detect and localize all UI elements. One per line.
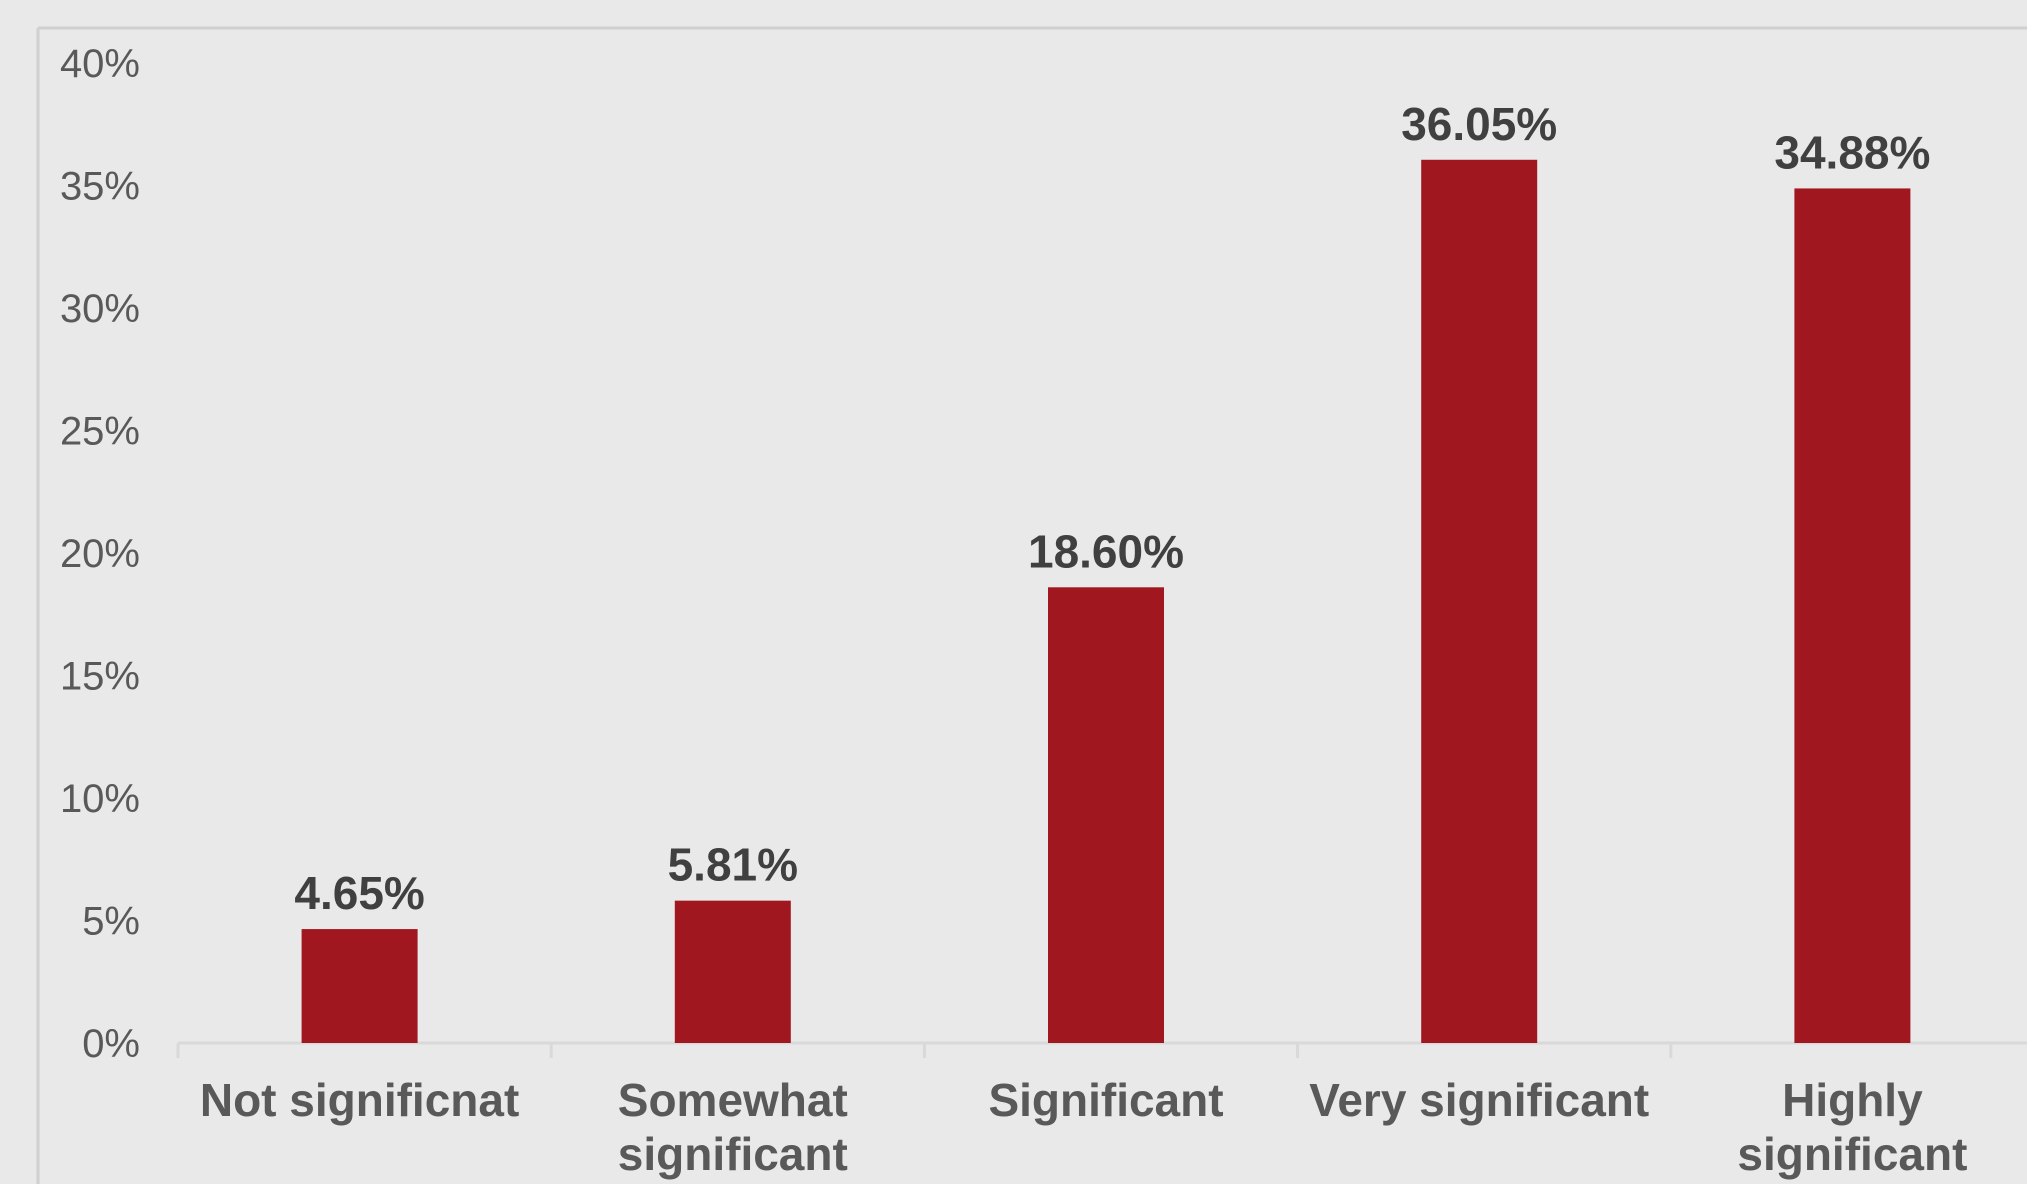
data-label: 4.65% [294,867,424,919]
bar [301,929,418,1043]
chart-frame [36,26,2027,1184]
bar [1794,188,1911,1043]
y-tick-label: 10% [60,777,140,821]
data-label: 34.88% [1774,126,1930,178]
x-axis [176,1041,2027,1058]
y-axis-ticks: 0% 5% 10% 15% 20% 25% 30% 35% 40% [60,42,140,1066]
y-tick-label: 25% [60,410,140,454]
category-label-line: Very significant [1309,1074,1649,1126]
data-label: 36.05% [1401,98,1557,150]
y-tick-label: 15% [60,655,140,699]
data-labels: 4.65% 5.81% 18.60% 36.05% 34.88% [294,98,1930,919]
category-labels: Not significnat Somewhat significantSignif… [200,1074,1968,1180]
category-label-line: significant [1737,1128,1967,1180]
data-label: 5.81% [668,839,798,891]
category-label: Significant [988,1074,1223,1126]
bars [301,159,1911,1043]
bar [1048,587,1164,1043]
y-tick-label: 20% [60,532,140,576]
bar [674,900,791,1043]
category-label-line: Significant [988,1074,1223,1126]
y-tick-label: 5% [82,900,140,944]
category-label-line: Somewhat [618,1074,848,1126]
bar [1421,159,1538,1043]
category-label-line: Highly [1782,1074,1923,1126]
category-label: Not significnat [200,1074,519,1126]
category-label-line: significant [618,1128,848,1180]
category-label: Highly significant [1737,1074,1967,1180]
data-label: 18.60% [1028,525,1184,577]
y-tick-label: 40% [60,42,140,86]
y-tick-label: 0% [82,1022,140,1066]
y-tick-label: 35% [60,165,140,209]
category-label: Somewhat significant [618,1074,848,1180]
category-label: Very significant [1309,1074,1649,1126]
y-tick-label: 30% [60,287,140,331]
category-label-line: Not significnat [200,1074,519,1126]
